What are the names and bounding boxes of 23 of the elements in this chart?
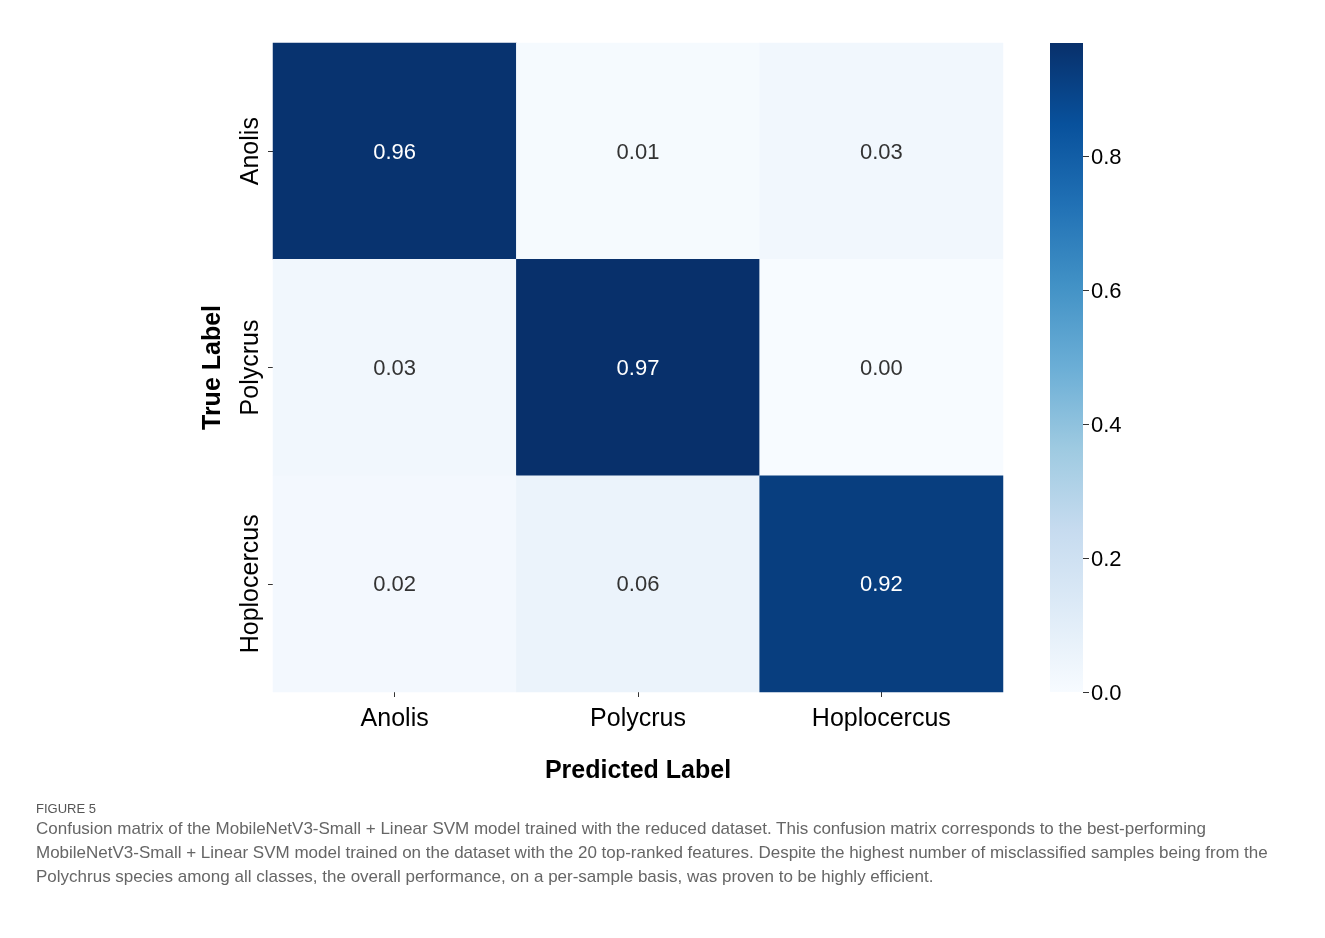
data-label: 0.97: [616, 355, 660, 380]
x-tick-label: Anolis: [360, 702, 429, 731]
color-bar-label: 0.4: [1091, 411, 1122, 437]
color-bar-label: 0.8: [1091, 144, 1122, 170]
data-label: 0.02: [373, 571, 417, 597]
data-label: 0.00: [859, 355, 903, 380]
data-label: 0.96: [373, 138, 417, 164]
color-bar-label: 0.6: [1091, 278, 1122, 304]
color-bar-label: 0.2: [1091, 545, 1122, 571]
x-axis-title: Predicted Label: [544, 754, 732, 783]
data-label: 0.03: [373, 355, 417, 380]
y-tick-label: Polycrus: [234, 319, 263, 416]
x-tick-label: Polycrus: [590, 702, 686, 731]
y-axis-title: True Label: [196, 304, 225, 431]
text: Confusion matrix of the MobileNetV3-Small + Linear SVM model trained with the reduced dataset. This confusion matrix corresponds to the best-performing MobileNetV3-Small + Linear SVM model trained on the dataset with the 20 top-ranked features. Despite the highest number of misclassified samples being from the Polychrus species among all classes, the overall performance, on a per-sample basis, was proven to be highly efficient.: [36, 818, 1273, 886]
data-label: 0.06: [616, 571, 660, 597]
data-label: 0.01: [616, 138, 660, 164]
data-label: 0.92: [859, 571, 903, 597]
x-tick-label: Hoplocercus: [811, 702, 951, 731]
caption: FIGURE 5: [36, 800, 96, 816]
color-bar-label: 0.0: [1091, 679, 1122, 705]
data-label: 0.03: [859, 138, 903, 164]
y-tick-label: Anolis: [234, 117, 263, 186]
